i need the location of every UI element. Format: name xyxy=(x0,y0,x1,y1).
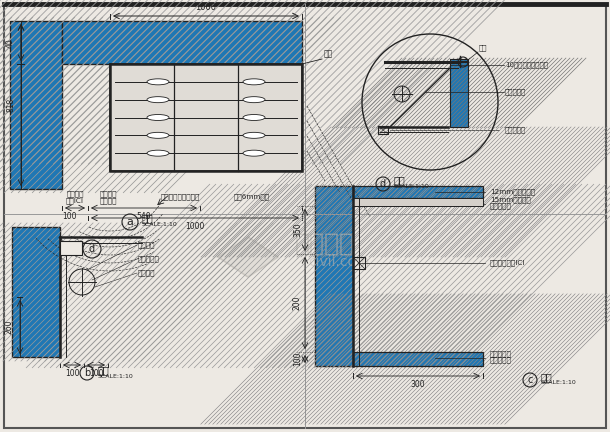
Text: 节点: 节点 xyxy=(98,365,110,375)
Bar xyxy=(353,186,483,198)
Text: 10厚木条油漆红色漆: 10厚木条油漆红色漆 xyxy=(505,62,548,68)
Text: 100: 100 xyxy=(293,352,302,366)
Bar xyxy=(315,186,353,366)
Bar xyxy=(62,21,302,64)
Text: 白色灯箱片: 白色灯箱片 xyxy=(505,89,526,95)
Text: 格栅灯灯: 格栅灯灯 xyxy=(138,270,156,276)
Bar xyxy=(315,186,353,366)
Text: 节点: 节点 xyxy=(394,175,406,185)
Ellipse shape xyxy=(243,150,265,156)
Text: 15mm射上封板: 15mm射上封板 xyxy=(490,197,531,203)
Bar xyxy=(450,59,468,127)
Text: a: a xyxy=(126,217,134,227)
Ellipse shape xyxy=(147,132,169,138)
Ellipse shape xyxy=(147,79,169,85)
Ellipse shape xyxy=(147,150,169,156)
Text: 油漆红色漆: 油漆红色漆 xyxy=(505,127,526,133)
Text: civil.com: civil.com xyxy=(308,255,370,269)
Polygon shape xyxy=(218,237,278,277)
Text: SCALE:1:10: SCALE:1:10 xyxy=(142,222,178,228)
Text: 100: 100 xyxy=(65,369,79,378)
Text: 350: 350 xyxy=(293,222,302,237)
Text: 紫红色胶: 紫红色胶 xyxy=(99,190,117,197)
Ellipse shape xyxy=(147,97,169,103)
Bar xyxy=(353,186,483,198)
Text: d: d xyxy=(380,179,386,189)
Bar xyxy=(10,21,62,189)
Bar xyxy=(12,227,60,357)
Text: 土木在线: 土木在线 xyxy=(295,232,355,256)
Bar xyxy=(378,126,388,134)
Ellipse shape xyxy=(243,132,265,138)
Text: b: b xyxy=(84,368,90,378)
Bar xyxy=(12,227,60,357)
Text: 1000: 1000 xyxy=(185,222,205,231)
Text: d: d xyxy=(89,244,95,254)
Ellipse shape xyxy=(243,97,265,103)
Text: SCALE:1:10: SCALE:1:10 xyxy=(98,374,134,378)
Text: 日光灯管: 日光灯管 xyxy=(138,241,156,248)
Text: 100: 100 xyxy=(88,369,103,378)
Text: 墙面油漆: 墙面油漆 xyxy=(66,190,84,197)
Text: 防火板铺面: 防火板铺面 xyxy=(490,357,512,363)
Text: 合页: 合页 xyxy=(324,49,333,58)
Bar xyxy=(110,64,302,171)
Bar xyxy=(353,352,483,366)
Text: 12mm半挂橙树板: 12mm半挂橙树板 xyxy=(490,189,535,195)
Text: SCALE:1:10: SCALE:1:10 xyxy=(394,184,430,190)
Ellipse shape xyxy=(243,79,265,85)
Text: 260: 260 xyxy=(5,320,14,334)
Text: 百叶门油白色手刷漆: 百叶门油白色手刷漆 xyxy=(160,193,199,200)
Bar xyxy=(62,21,302,64)
Text: SCALE:1:10: SCALE:1:10 xyxy=(541,381,576,385)
Bar xyxy=(353,198,483,206)
Text: 合页: 合页 xyxy=(479,44,487,51)
Text: 红色ICI: 红色ICI xyxy=(66,197,84,203)
Text: 节点: 节点 xyxy=(541,372,553,382)
Text: 节点: 节点 xyxy=(142,213,154,223)
Text: 100: 100 xyxy=(62,212,76,221)
Text: 540: 540 xyxy=(137,212,151,221)
Text: 40: 40 xyxy=(6,38,15,48)
Text: 大板镶嵌: 大板镶嵌 xyxy=(99,197,117,203)
Text: 玻贴6mm台镜: 玻贴6mm台镜 xyxy=(234,193,270,200)
Bar xyxy=(60,241,82,255)
Text: c: c xyxy=(527,375,533,385)
Bar xyxy=(353,352,483,366)
Text: 墙面油漆红色ICI: 墙面油漆红色ICI xyxy=(490,260,525,266)
Ellipse shape xyxy=(147,114,169,121)
Text: 红色浸火板: 红色浸火板 xyxy=(490,203,512,210)
Bar xyxy=(450,59,468,127)
Bar xyxy=(10,21,62,189)
Bar xyxy=(353,257,365,269)
Text: 白色灯箱片: 白色灯箱片 xyxy=(138,256,160,262)
Text: 300: 300 xyxy=(411,380,425,389)
Text: 818: 818 xyxy=(6,98,15,112)
Text: 1000: 1000 xyxy=(195,3,217,12)
Bar xyxy=(110,64,302,171)
Text: 踢脚线高台: 踢脚线高台 xyxy=(490,351,512,357)
Ellipse shape xyxy=(243,114,265,121)
Text: 200: 200 xyxy=(293,296,302,310)
